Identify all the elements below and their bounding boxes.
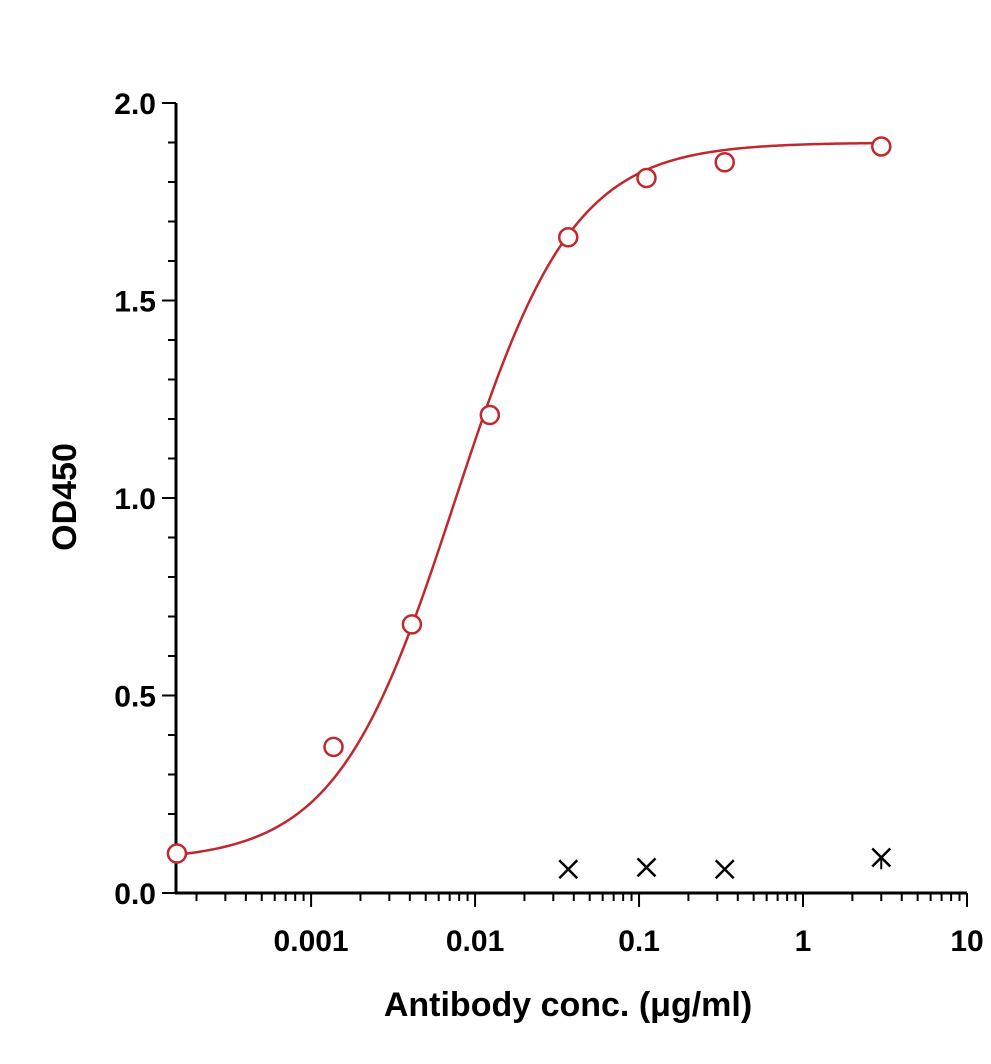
- data-point-circle: [401, 614, 423, 635]
- y-axis-title: OD450: [46, 443, 84, 551]
- x-tick-label: 0.01: [446, 925, 504, 958]
- x-tick-label: 10: [950, 925, 983, 958]
- data-point-circle: [479, 404, 501, 426]
- data-point-circle: [636, 167, 657, 189]
- fit-curve-series-1: [176, 141, 882, 857]
- ticks: [162, 102, 968, 907]
- y-tick-label: 1.0: [114, 483, 156, 516]
- data-point-circle: [323, 736, 344, 758]
- x-axis-title: Antibody conc. (μg/ml): [384, 986, 752, 1024]
- x-marker-stroke: [558, 859, 579, 880]
- axes: [174, 103, 967, 895]
- x-marker-stroke: [714, 859, 735, 880]
- x-tick-label: 0.001: [274, 925, 349, 958]
- tick-labels: 0.0 0.5 1.0 1.5 2.0 0.001 0.01 0.1 1 10: [114, 88, 983, 958]
- x-tick-label: 0.1: [618, 925, 660, 958]
- data-point-circle: [714, 152, 735, 173]
- data-point-x: [558, 859, 579, 880]
- fit-curves: [176, 141, 882, 857]
- data-point-circle: [166, 843, 188, 864]
- y-tick-label: 2.0: [114, 88, 156, 121]
- data-point-x: [636, 857, 657, 878]
- x-tick-label: 1: [795, 925, 812, 958]
- y-tick-label: 1.5: [114, 286, 156, 319]
- data-point-x: [871, 847, 892, 870]
- markers: [166, 136, 892, 880]
- y-tick-label: 0.0: [114, 878, 156, 911]
- data-point-circle: [557, 227, 579, 248]
- x-marker-stroke: [636, 857, 657, 878]
- data-point-x: [714, 859, 735, 880]
- data-point-circle: [871, 136, 892, 157]
- y-tick-label: 0.5: [114, 681, 156, 714]
